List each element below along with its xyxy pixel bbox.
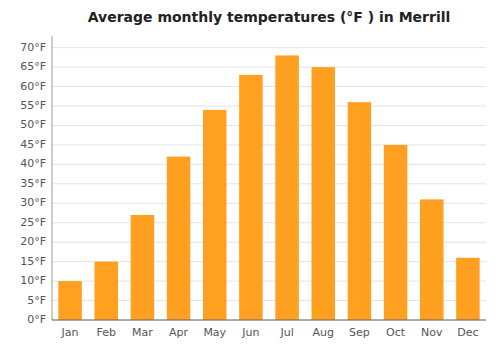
chart-svg: Average monthly temperatures (°F ) in Me… bbox=[0, 0, 500, 350]
x-tick-label: Mar bbox=[132, 326, 153, 339]
bar bbox=[348, 102, 372, 320]
x-tick-label: Nov bbox=[421, 326, 443, 339]
grid-line bbox=[52, 164, 486, 165]
bar bbox=[384, 145, 408, 320]
x-tick-label: Apr bbox=[169, 326, 189, 339]
y-tick-label: 30°F bbox=[20, 196, 46, 209]
x-tick-label: Jan bbox=[61, 326, 79, 339]
chart-container: Average monthly temperatures (°F ) in Me… bbox=[0, 0, 500, 350]
x-tick-label: Feb bbox=[97, 326, 116, 339]
x-tick-label: Sep bbox=[349, 326, 370, 339]
bar bbox=[311, 67, 335, 320]
y-tick-label: 50°F bbox=[20, 118, 46, 131]
grid-line bbox=[52, 125, 486, 126]
grid-line bbox=[52, 67, 486, 68]
x-tick-label: Dec bbox=[457, 326, 478, 339]
y-tick-label: 10°F bbox=[20, 274, 46, 287]
bar bbox=[456, 258, 480, 320]
y-ticks: 0°F 5°F 10°F 15°F 20°F 25°F 30°F 35°F 40°F 45°F 50… bbox=[20, 41, 46, 326]
y-tick-label: 20°F bbox=[20, 235, 46, 248]
y-tick-label: 0°F bbox=[27, 313, 46, 326]
grid-line bbox=[52, 144, 486, 145]
x-tick-label: Jun bbox=[241, 326, 259, 339]
bar bbox=[275, 55, 299, 320]
y-tick-label: 35°F bbox=[20, 177, 46, 190]
title: Average monthly temperatures (°F ) in Me… bbox=[88, 9, 451, 25]
bar bbox=[420, 199, 444, 320]
y-axis-line bbox=[52, 36, 53, 320]
grid-line bbox=[52, 183, 486, 184]
bar bbox=[58, 281, 82, 320]
grid-line bbox=[52, 106, 486, 107]
x-axis-line bbox=[52, 320, 486, 321]
bar bbox=[94, 262, 118, 320]
y-tick-label: 60°F bbox=[20, 80, 46, 93]
x-tick-label: May bbox=[203, 326, 226, 339]
y-tick-label: 45°F bbox=[20, 138, 46, 151]
y-tick-label: 25°F bbox=[20, 216, 46, 229]
x-tick-label: Aug bbox=[313, 326, 334, 339]
x-ticks: Jan Feb Mar Apr May Jun Jul Aug Sep Oct Nov Dec bbox=[61, 326, 479, 339]
x-tick-label: Jul bbox=[279, 326, 293, 339]
grid bbox=[52, 48, 486, 320]
bar bbox=[203, 110, 227, 320]
y-tick-label: 15°F bbox=[20, 255, 46, 268]
y-tick-label: 5°F bbox=[27, 294, 46, 307]
x-tick-label: Oct bbox=[386, 326, 406, 339]
y-tick-label: 55°F bbox=[20, 99, 46, 112]
y-tick-label: 40°F bbox=[20, 157, 46, 170]
y-tick-label: 65°F bbox=[20, 60, 46, 73]
bar bbox=[131, 215, 155, 320]
bars bbox=[58, 55, 479, 320]
grid-line bbox=[52, 47, 486, 48]
bar bbox=[167, 157, 191, 320]
grid-line bbox=[52, 320, 486, 321]
grid-line bbox=[52, 86, 486, 87]
bar bbox=[239, 75, 263, 320]
y-tick-label: 70°F bbox=[20, 41, 46, 54]
